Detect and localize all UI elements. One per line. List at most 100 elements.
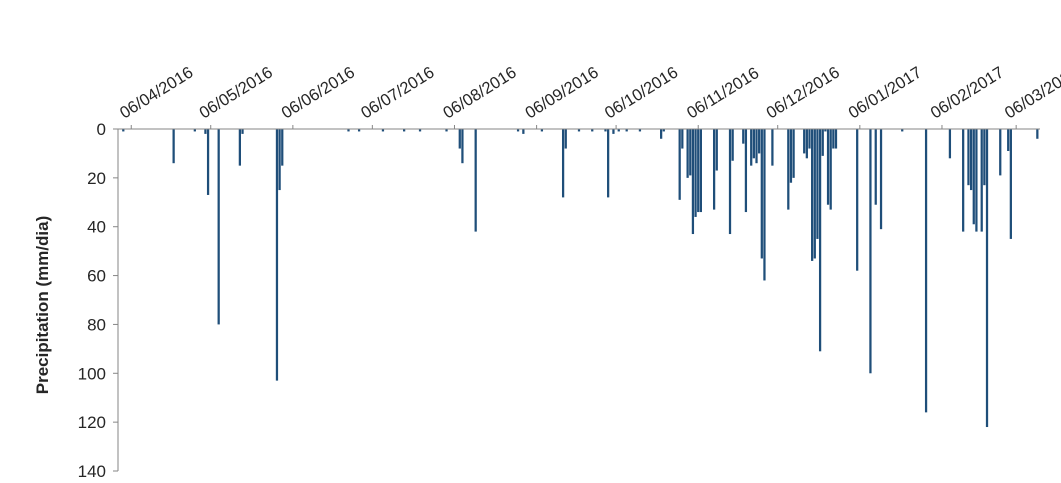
y-tick-label: 0 <box>97 120 106 139</box>
x-tick-label: 06/03/2017 <box>1002 63 1061 122</box>
x-tick-label: 06/02/2017 <box>928 63 1008 122</box>
precip-bar <box>577 129 581 132</box>
precip-bar <box>122 129 125 132</box>
precip-bar <box>744 129 748 213</box>
precip-bar <box>347 129 350 132</box>
x-tick-label: 06/12/2016 <box>763 63 843 122</box>
precip-bar <box>604 129 607 132</box>
precip-bar <box>980 129 983 232</box>
precip-bar <box>238 129 241 166</box>
precip-bar <box>697 129 700 213</box>
y-tick-label: 20 <box>87 169 106 188</box>
y-axis-title: Precipitation (mm/dia) <box>33 216 52 395</box>
precip-bar <box>962 129 965 232</box>
precip-bar <box>879 129 883 230</box>
precip-bar <box>638 129 642 132</box>
precip-bar <box>662 129 665 132</box>
precip-bar <box>281 129 284 166</box>
precip-bar <box>969 129 973 191</box>
precip-bar <box>948 129 952 159</box>
x-tick-label: 06/04/2016 <box>117 63 197 122</box>
precip-bar <box>731 129 734 161</box>
precip-bar <box>516 129 520 132</box>
x-tick-label: 06/09/2016 <box>522 63 602 122</box>
precip-bar <box>728 129 732 235</box>
precip-bar <box>381 129 385 132</box>
precip-bar <box>591 129 594 132</box>
y-tick-label: 120 <box>78 413 106 432</box>
precip-bar <box>758 129 761 154</box>
precip-bar <box>760 129 763 259</box>
precip-bar <box>834 129 838 149</box>
y-tick-label: 40 <box>87 218 106 237</box>
precip-bar <box>829 129 832 210</box>
precip-bar <box>612 129 615 134</box>
precip-bar <box>206 129 210 195</box>
precip-bar <box>787 129 790 210</box>
x-tick-label: 06/01/2017 <box>845 63 925 122</box>
y-axis-ticks: 0 20 40 60 80 100 120 140 <box>78 120 118 481</box>
precip-bar <box>821 129 824 156</box>
precip-bar <box>1007 129 1010 151</box>
y-tick-label: 140 <box>78 462 106 481</box>
precip-bar <box>217 129 220 325</box>
bars-group <box>122 129 1039 428</box>
precip-bar <box>975 129 978 232</box>
x-axis-ticks: 06/04/2016 06/05/2016 06/06/2016 06/07/2016… <box>117 63 1061 129</box>
precip-bar <box>458 129 461 149</box>
precip-bar <box>522 129 525 134</box>
precip-bar <box>763 129 766 281</box>
precip-bar <box>357 129 361 132</box>
precip-bar <box>715 129 718 171</box>
precip-bar <box>752 129 755 159</box>
precip-bar <box>811 129 814 261</box>
x-tick-label: 06/07/2016 <box>358 63 438 122</box>
precip-bar <box>678 129 681 200</box>
precip-bar <box>742 129 745 144</box>
precip-bar <box>474 129 477 232</box>
precip-bar <box>172 129 175 164</box>
precip-bar <box>832 129 835 149</box>
precip-bar <box>792 129 795 178</box>
precip-bar <box>755 129 758 164</box>
precip-bar <box>924 129 928 413</box>
precip-bar <box>901 129 904 132</box>
precip-bar <box>681 129 684 149</box>
precip-bar <box>985 129 989 428</box>
precip-bar <box>625 129 628 132</box>
precip-bar <box>275 129 279 381</box>
precip-bar <box>750 129 753 166</box>
x-tick-label: 06/05/2016 <box>196 63 276 122</box>
y-tick-label: 60 <box>87 267 106 286</box>
precip-bar <box>818 129 822 352</box>
precip-bar <box>540 129 544 132</box>
precip-bar <box>808 129 811 149</box>
precip-bar <box>869 129 872 374</box>
precip-bar <box>617 129 620 132</box>
precip-bar <box>561 129 565 198</box>
precip-bar <box>972 129 975 225</box>
precip-bar <box>1009 129 1012 239</box>
precip-bar <box>712 129 716 210</box>
precip-bar <box>445 129 448 132</box>
precip-bar <box>805 129 808 159</box>
precip-bar <box>874 129 877 205</box>
precip-bar <box>686 129 689 178</box>
precip-bar <box>826 129 830 205</box>
x-tick-label: 06/11/2016 <box>684 64 763 122</box>
precip-bar <box>789 129 793 183</box>
precip-bar <box>999 129 1002 176</box>
precip-bar <box>241 129 244 134</box>
y-tick-label: 100 <box>78 364 106 383</box>
x-tick-label: 06/08/2016 <box>440 63 520 122</box>
precip-bar <box>689 129 692 176</box>
precip-bar <box>1036 129 1039 139</box>
precip-bar <box>813 129 816 259</box>
precip-bar <box>967 129 970 186</box>
precip-bar <box>694 129 697 217</box>
precip-bar <box>771 129 774 166</box>
precip-bar <box>983 129 986 186</box>
precip-bar <box>691 129 695 235</box>
y-tick-label: 80 <box>87 315 106 334</box>
precip-bar <box>403 129 406 132</box>
